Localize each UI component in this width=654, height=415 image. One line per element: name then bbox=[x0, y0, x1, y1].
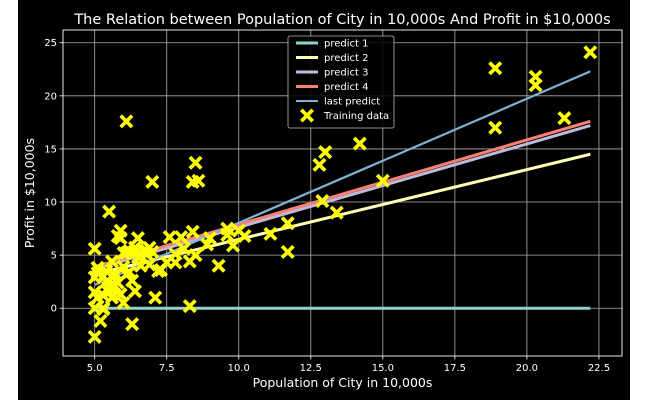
x-axis-label: Population of City in 10,000s bbox=[253, 375, 433, 390]
y-tick-label: 0 bbox=[51, 304, 57, 315]
scatter-point bbox=[87, 329, 102, 344]
scatter-point bbox=[145, 244, 160, 259]
scatter-point bbox=[102, 204, 117, 219]
scatter-point bbox=[104, 254, 119, 269]
legend-entry: last predict bbox=[324, 97, 380, 108]
legend-entry: predict 2 bbox=[324, 53, 368, 64]
scatter-point bbox=[191, 173, 206, 188]
chart-svg: 5.0 7.5 10.0 12.5 15.0 17.5 20.0 22.5 0 5 10 15 20 25… bbox=[22, 12, 623, 390]
y-tick-label: 15 bbox=[44, 144, 57, 155]
x-tick-label: 12.5 bbox=[300, 363, 322, 374]
scatter-point bbox=[87, 285, 102, 300]
y-axis-label: Profit in $10,000s bbox=[22, 138, 37, 248]
scatter-point bbox=[202, 231, 217, 246]
chart-figure: 5.0 7.5 10.0 12.5 15.0 17.5 20.0 22.5 0 5 10 15 20 25… bbox=[18, 0, 630, 400]
scatter-point bbox=[318, 145, 333, 160]
scatter-point bbox=[130, 231, 145, 246]
scatter-point bbox=[177, 241, 192, 256]
scatter-points bbox=[87, 45, 598, 344]
plot-frame bbox=[62, 29, 623, 357]
scatter-point bbox=[104, 290, 119, 305]
scatter-point bbox=[583, 45, 598, 60]
scatter-point bbox=[96, 269, 111, 284]
scatter-point bbox=[557, 111, 572, 126]
legend: predict 1 predict 2 predict 3 predict 4 last… bbox=[287, 35, 395, 129]
legend-entry: Training data bbox=[323, 111, 389, 122]
scatter-point bbox=[312, 157, 327, 172]
scatter-point bbox=[174, 230, 189, 245]
scatter-point bbox=[116, 295, 131, 310]
scatter-point bbox=[128, 284, 143, 299]
legend-swatch bbox=[300, 108, 314, 123]
scatter-point bbox=[90, 260, 105, 275]
y-tick-label: 10 bbox=[44, 198, 57, 209]
legend-entry: predict 4 bbox=[324, 82, 368, 93]
scatter-point bbox=[226, 238, 241, 253]
scatter-point bbox=[329, 205, 344, 220]
scatter-point bbox=[315, 193, 330, 208]
y-tick-label: 5 bbox=[51, 251, 57, 262]
scatter-point bbox=[528, 78, 543, 93]
scatter-point bbox=[133, 258, 148, 273]
scatter-point bbox=[182, 299, 197, 314]
scatter-point bbox=[113, 223, 128, 238]
series-line bbox=[94, 70, 591, 286]
scatter-point bbox=[145, 174, 160, 189]
scatter-point bbox=[119, 246, 134, 260]
scatter-point bbox=[211, 258, 226, 273]
scatter-point bbox=[352, 136, 367, 151]
axis-ticks: 5.0 7.5 10.0 12.5 15.0 17.5 20.0 22.5 0 5 10 15 20 25 bbox=[44, 38, 610, 374]
scatter-point bbox=[280, 216, 295, 231]
scatter-point bbox=[125, 317, 140, 332]
x-tick-label: 22.5 bbox=[588, 363, 610, 374]
scatter-point bbox=[188, 155, 203, 170]
scatter-point bbox=[148, 290, 163, 305]
scatter-point bbox=[119, 114, 134, 129]
x-tick-label: 17.5 bbox=[444, 363, 466, 374]
y-tick-label: 20 bbox=[44, 91, 57, 102]
scatter-point bbox=[488, 120, 503, 135]
scatter-point bbox=[488, 61, 503, 76]
scatter-point bbox=[96, 302, 111, 317]
scatter-point bbox=[93, 313, 108, 328]
y-tick-label: 25 bbox=[44, 38, 57, 49]
scatter-point bbox=[188, 248, 203, 263]
scatter-point bbox=[119, 267, 134, 282]
x-tick-label: 20.0 bbox=[516, 363, 538, 374]
scatter-point bbox=[162, 230, 177, 245]
x-tick-label: 10.0 bbox=[228, 363, 250, 374]
scatter-point bbox=[116, 246, 131, 260]
scatter-point bbox=[263, 226, 278, 241]
legend-entry: predict 1 bbox=[324, 39, 368, 50]
series-line bbox=[94, 124, 591, 271]
scatter-point bbox=[87, 241, 102, 256]
scatter-point bbox=[220, 227, 235, 242]
x-tick-label: 7.5 bbox=[159, 363, 175, 374]
chart-title: The Relation between Population of City … bbox=[73, 12, 610, 28]
scatter-point bbox=[280, 244, 295, 259]
scatter-point bbox=[375, 173, 390, 188]
scatter-point bbox=[231, 223, 246, 238]
scatter-point bbox=[107, 278, 122, 293]
scatter-point bbox=[185, 224, 200, 239]
x-tick-label: 5.0 bbox=[87, 363, 103, 374]
legend-entry: predict 3 bbox=[324, 68, 368, 79]
scatter-point bbox=[168, 247, 183, 262]
scatter-point bbox=[151, 264, 166, 279]
x-tick-label: 15.0 bbox=[372, 363, 394, 374]
